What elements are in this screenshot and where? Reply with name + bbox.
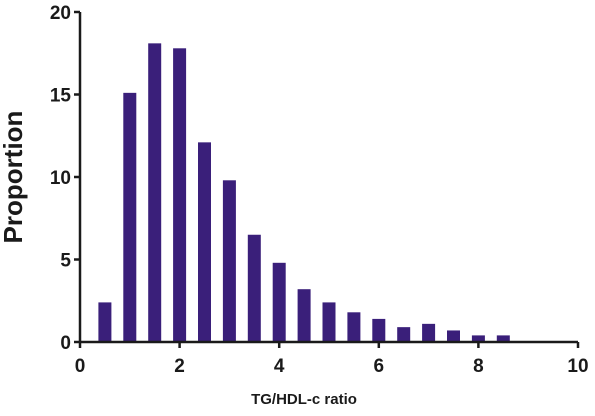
bar bbox=[322, 302, 336, 342]
bar bbox=[422, 323, 436, 342]
x-axis-title: TG/HDL-c ratio bbox=[251, 391, 357, 408]
bar bbox=[347, 312, 361, 342]
bar bbox=[247, 234, 261, 342]
y-tick-label: 15 bbox=[50, 86, 72, 107]
bar bbox=[397, 327, 411, 342]
bar bbox=[272, 262, 286, 342]
bar bbox=[123, 92, 137, 342]
y-tick-label: 20 bbox=[50, 3, 71, 24]
x-tick-label: 6 bbox=[374, 356, 385, 377]
bar bbox=[372, 318, 386, 342]
x-tick-label: 4 bbox=[274, 356, 285, 377]
y-axis-title: Proportion bbox=[0, 111, 28, 244]
x-tick-label: 8 bbox=[473, 356, 484, 377]
x-tick-label: 10 bbox=[567, 356, 588, 377]
bar bbox=[297, 289, 311, 342]
bar bbox=[471, 335, 485, 342]
x-tick-label: 2 bbox=[174, 356, 185, 377]
bar bbox=[496, 335, 510, 342]
x-tick-label: 0 bbox=[75, 356, 86, 377]
y-ticks: 0 5 10 15 20 bbox=[50, 3, 80, 354]
bar bbox=[222, 180, 236, 342]
bar bbox=[173, 48, 187, 343]
y-tick-label: 10 bbox=[50, 168, 71, 189]
y-tick-label: 0 bbox=[60, 333, 71, 354]
bar bbox=[447, 330, 460, 342]
x-ticks: 0 2 4 6 8 10 bbox=[75, 342, 589, 377]
bar bbox=[98, 302, 112, 342]
bar bbox=[148, 43, 162, 342]
y-tick-label: 5 bbox=[60, 251, 71, 272]
bar bbox=[198, 142, 211, 342]
bars bbox=[98, 43, 510, 343]
